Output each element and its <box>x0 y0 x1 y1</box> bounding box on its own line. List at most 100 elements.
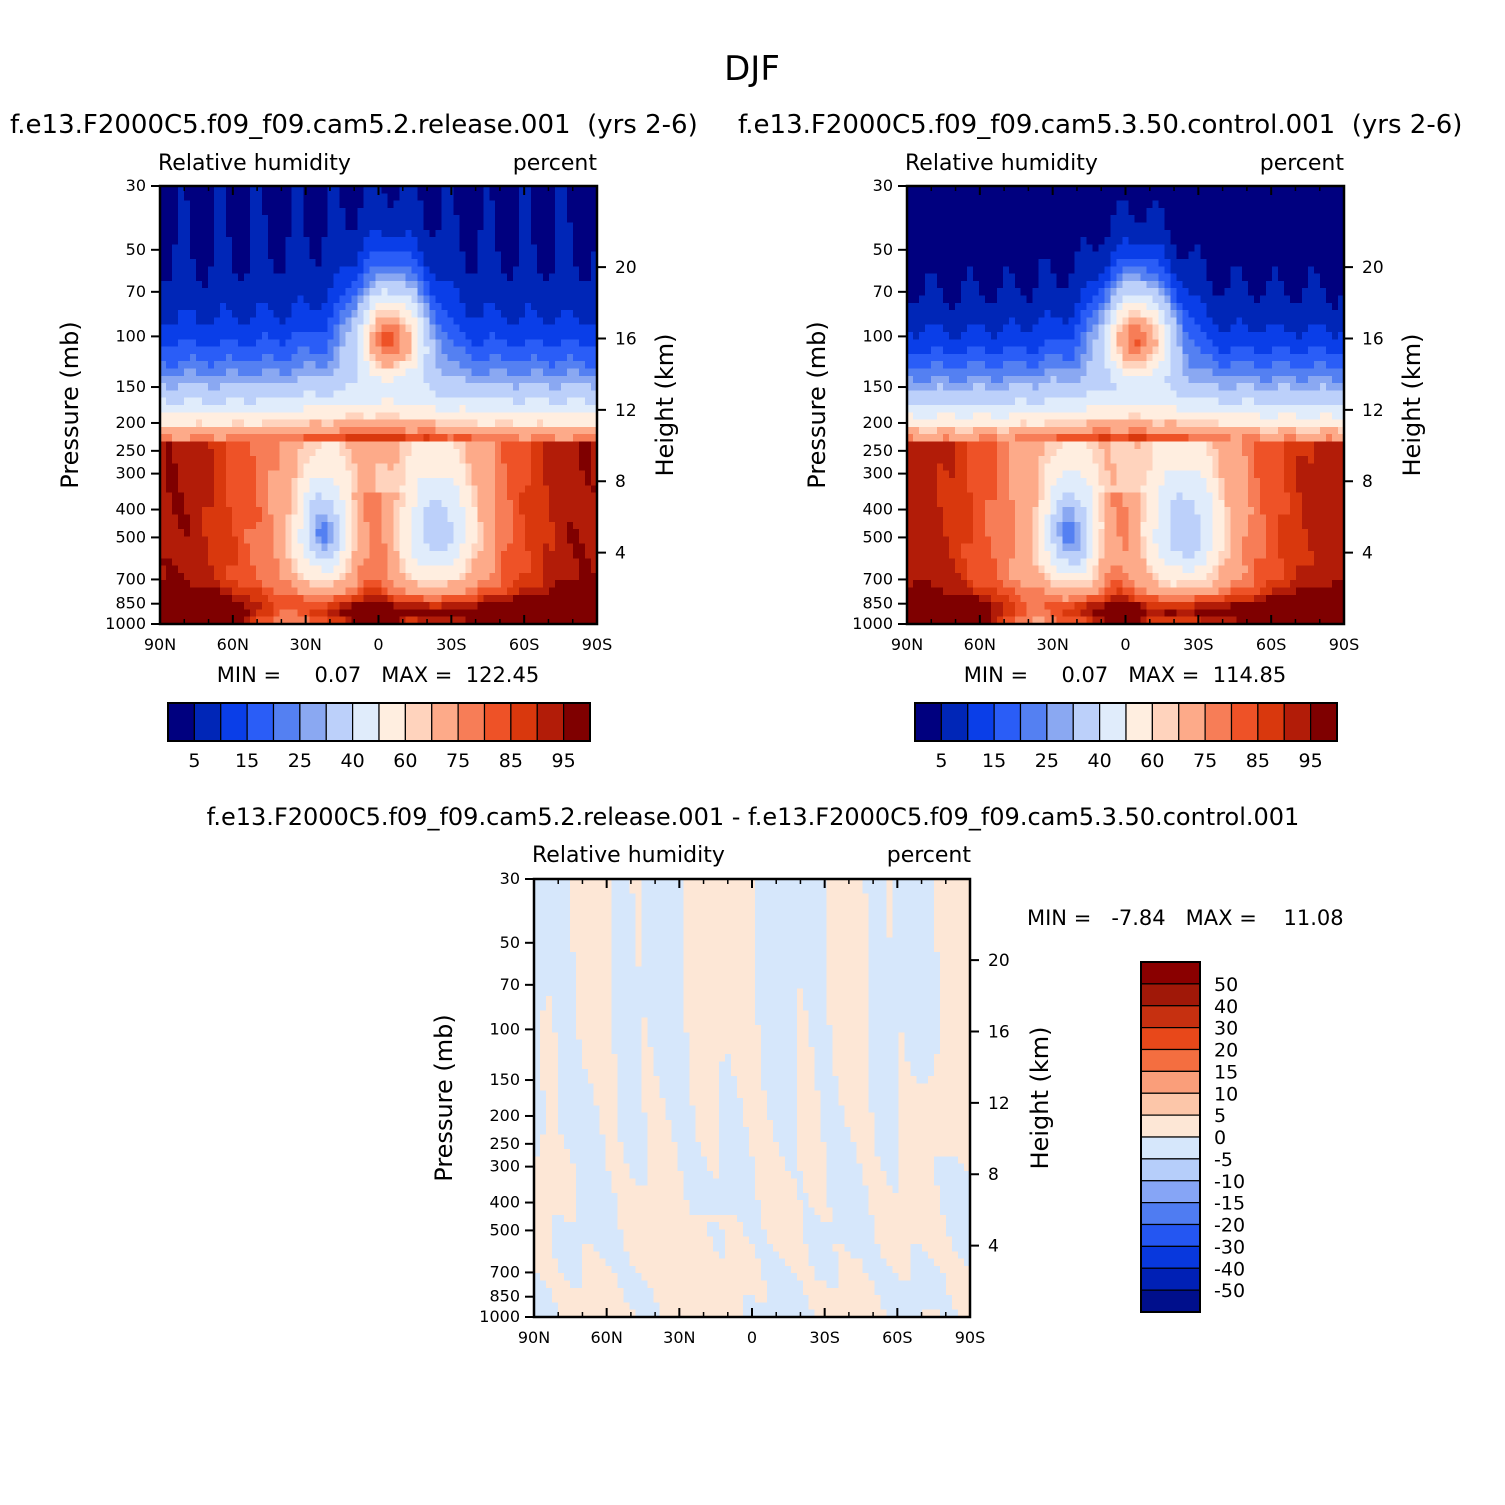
contour-cell <box>213 507 221 516</box>
x-tick-label: 0 <box>373 635 383 654</box>
contour-cell <box>369 390 377 399</box>
contour-cell <box>489 565 496 574</box>
contour-cell <box>585 324 592 333</box>
contour-cell <box>489 186 496 194</box>
contour-cell <box>393 222 401 231</box>
contour-cell <box>255 266 263 275</box>
x-tick-label: 90N <box>144 635 176 654</box>
contour-cell <box>279 317 287 326</box>
contour-cell <box>321 339 329 348</box>
contour-cell <box>177 237 185 245</box>
contour-cell <box>519 456 526 464</box>
contour-cell <box>333 193 341 202</box>
contour-cell <box>513 514 520 523</box>
contour-cell <box>183 207 191 216</box>
contour-cell <box>471 302 478 311</box>
panel-1-units-label: percent <box>513 151 598 176</box>
contour-cell <box>333 302 341 311</box>
contour-cell <box>567 558 574 567</box>
contour-cell <box>345 463 353 472</box>
contour-cell <box>363 609 371 618</box>
contour-cell <box>561 390 568 399</box>
contour-cell <box>561 521 568 530</box>
contour-cell <box>573 222 580 231</box>
contour-cell <box>423 332 430 340</box>
contour-cell <box>417 499 424 508</box>
contour-cell <box>501 332 508 340</box>
contour-cell <box>531 478 538 486</box>
contour-cell <box>381 237 389 245</box>
contour-cell <box>249 602 257 610</box>
contour-cell <box>357 558 365 567</box>
contour-cell <box>435 587 442 596</box>
contour-cell <box>423 441 430 450</box>
contour-cell <box>936 222 944 231</box>
contour-cell <box>249 324 257 333</box>
contour-cell <box>231 536 239 545</box>
contour-cell <box>279 266 287 275</box>
contour-cell <box>483 492 490 501</box>
contour-cell <box>573 419 580 428</box>
contour-cell <box>351 251 359 260</box>
contour-cell <box>591 426 598 435</box>
contour-cell <box>195 273 203 282</box>
contour-cell <box>279 383 287 391</box>
contour-cell <box>549 207 556 216</box>
contour-cell <box>315 259 323 267</box>
contour-cell <box>549 324 556 333</box>
contour-cell <box>537 200 544 209</box>
contour-cell <box>525 324 532 333</box>
contour-cell <box>267 565 275 574</box>
contour-cell <box>513 353 520 362</box>
contour-cell <box>483 324 490 333</box>
contour-cell <box>261 332 269 340</box>
contour-cell <box>201 332 209 340</box>
contour-cell <box>393 478 401 486</box>
contour-cell <box>912 200 920 209</box>
contour-cell <box>591 609 598 618</box>
contour-cell <box>429 317 436 326</box>
contour-cell <box>447 405 454 413</box>
contour-cell <box>249 317 257 326</box>
contour-cell <box>567 207 574 216</box>
contour-cell <box>435 529 442 537</box>
contour-cell <box>1296 207 1303 216</box>
contour-cell <box>585 266 592 275</box>
contour-cell <box>591 215 598 224</box>
contour-cell <box>333 310 341 318</box>
contour-cell <box>249 536 257 545</box>
contour-cell <box>531 186 538 194</box>
contour-cell <box>579 448 586 457</box>
contour-cell <box>525 514 532 523</box>
contour-cell <box>537 390 544 399</box>
contour-cell <box>471 580 478 589</box>
contour-cell <box>309 383 317 391</box>
contour-cell <box>435 543 442 552</box>
contour-cell <box>978 186 986 194</box>
contour-cell <box>579 463 586 472</box>
contour-cell <box>231 529 239 537</box>
contour-cell <box>339 353 347 362</box>
contour-cell <box>249 339 257 348</box>
contour-cell <box>555 244 562 253</box>
contour-cell <box>495 310 502 318</box>
contour-cell <box>303 507 311 516</box>
contour-cell <box>531 507 538 516</box>
contour-cell <box>405 353 413 362</box>
contour-cell <box>495 536 502 545</box>
contour-cell <box>345 280 353 289</box>
contour-cell <box>1326 200 1333 209</box>
contour-cell <box>345 485 353 494</box>
contour-cell <box>237 456 245 464</box>
contour-cell <box>507 536 514 545</box>
contour-cell <box>261 310 269 318</box>
contour-cell <box>417 324 424 333</box>
contour-cell <box>417 580 424 589</box>
contour-cell <box>201 229 209 238</box>
contour-cell <box>321 434 329 443</box>
contour-cell <box>1296 193 1303 202</box>
contour-cell <box>243 587 251 596</box>
contour-cell <box>423 609 430 618</box>
contour-cell <box>160 215 167 224</box>
contour-cell <box>405 514 413 523</box>
